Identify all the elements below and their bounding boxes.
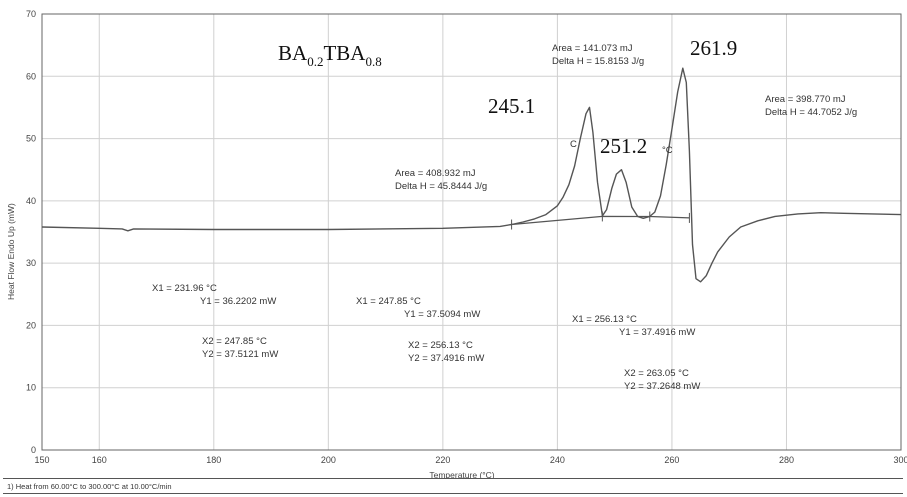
x-tick-label: 160: [92, 455, 107, 465]
x-tick-label: 220: [435, 455, 450, 465]
baseline-line: [511, 215, 690, 226]
cursor-annotation-4-line1: X2 = 256.13 °C: [408, 340, 473, 351]
cursor-annotation-2-line1: X2 = 247.85 °C: [202, 336, 267, 347]
curves: [41, 67, 902, 283]
x-tick-label: 180: [206, 455, 221, 465]
y-tick-label: 70: [26, 9, 36, 19]
y-tick-label: 40: [26, 196, 36, 206]
x-tick-label: 200: [321, 455, 336, 465]
y-tick-label: 30: [26, 258, 36, 268]
dsc-curve: [41, 67, 902, 283]
cursor-annotation-3-line1: X1 = 247.85 °C: [356, 296, 421, 307]
cursor-annotation-6-line2: Y2 = 37.2648 mW: [624, 381, 700, 392]
y-tick-label: 50: [26, 134, 36, 144]
peak-label-2: 251.2: [600, 134, 647, 158]
sample-label: BA0.2TBA0.8: [278, 41, 382, 69]
labels: Heat Flow Endo Up (mW) Temperature (°C) …: [6, 36, 857, 478]
cursor-annotation-5-line1: X1 = 256.13 °C: [572, 314, 637, 325]
area-annotation-2-line1: Area = 141.073 mJ: [552, 43, 633, 54]
cursor-annotation-1-line2: Y1 = 36.2202 mW: [200, 296, 276, 307]
peak-label-1: 245.1: [488, 94, 535, 118]
baselines: [511, 211, 690, 230]
y-tick-label: 0: [31, 445, 36, 455]
cursor-annotation-2-line2: Y2 = 37.5121 mW: [202, 349, 278, 360]
area-annotation-1-line1: Area = 408.932 mJ: [395, 168, 476, 179]
x-tick-label: 240: [550, 455, 565, 465]
axes: 150 160 180 200 220 240 260 280 300 0 10 20 30 40 50 60…: [26, 9, 907, 465]
stray-mark-2: °C: [662, 145, 673, 156]
peak-label-3: 261.9: [690, 36, 737, 60]
x-tick-label: 260: [664, 455, 679, 465]
cursor-annotation-6-line1: X2 = 263.05 °C: [624, 368, 689, 379]
cursor-annotation-3-line2: Y1 = 37.5094 mW: [404, 309, 480, 320]
grid: [41, 13, 902, 451]
area-annotation-3-line1: Area = 398.770 mJ: [765, 94, 846, 105]
y-tick-label: 10: [26, 383, 36, 393]
x-tick-label: 150: [34, 455, 49, 465]
x-tick-label: 280: [779, 455, 794, 465]
cursor-annotation-5-line2: Y1 = 37.4916 mW: [619, 327, 695, 338]
dsc-chart: 150 160 180 200 220 240 260 280 300 0 10 20 30 40 50 60…: [6, 9, 907, 478]
stray-mark-1: C: [570, 139, 577, 150]
x-tick-label: 300: [893, 455, 907, 465]
area-annotation-1-line2: Delta H = 45.8444 J/g: [395, 181, 487, 192]
area-annotation-3-line2: Delta H = 44.7052 J/g: [765, 107, 857, 118]
y-axis-title: Heat Flow Endo Up (mW): [6, 203, 16, 300]
x-axis-title: Temperature (°C): [429, 470, 494, 478]
y-tick-label: 20: [26, 320, 36, 330]
cursor-annotation-4-line2: Y2 = 37.4916 mW: [408, 353, 484, 364]
plot-frame: [41, 13, 902, 451]
cursor-annotation-1-line1: X1 = 231.96 °C: [152, 283, 217, 294]
y-tick-label: 60: [26, 71, 36, 81]
area-annotation-2-line2: Delta H = 15.8153 J/g: [552, 56, 644, 67]
method-footer: 1) Heat from 60.00°C to 300.00°C at 10.0…: [3, 478, 903, 494]
